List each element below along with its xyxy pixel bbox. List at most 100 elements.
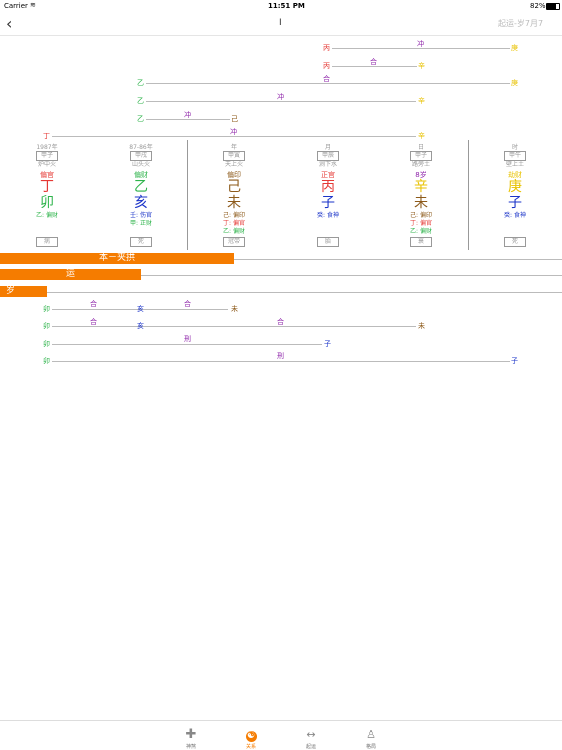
hidden-stem: 甲: 正财 bbox=[130, 220, 152, 227]
pillar-branch: 未 bbox=[414, 195, 428, 211]
pillar-stem: 乙 bbox=[134, 179, 148, 195]
relation-mid: 合 bbox=[90, 300, 97, 308]
relation-mid: 冲 bbox=[417, 40, 424, 48]
pillar-nayin: 壁上土 bbox=[505, 161, 524, 168]
wifi-icon: ≋ bbox=[30, 1, 36, 9]
page-title: I bbox=[279, 18, 282, 28]
yun-bar[interactable]: 运 bbox=[0, 269, 141, 280]
start-luck-label[interactable]: 起运-岁7月7 bbox=[498, 19, 544, 28]
tab-shensha[interactable]: ✚ 神煞 bbox=[171, 723, 211, 750]
tabbar-divider bbox=[0, 720, 562, 721]
relation-left: 卯 bbox=[43, 305, 50, 313]
tab-qiyun[interactable]: ↔ 起运 bbox=[291, 723, 331, 750]
hidden-stem: 癸: 食神 bbox=[504, 212, 526, 219]
hidden-stem: 乙: 偏财 bbox=[410, 228, 432, 235]
relation-node: 亥 bbox=[137, 322, 144, 330]
relation-mid: 合 bbox=[323, 75, 330, 83]
pillar-god: 劫财 bbox=[508, 171, 522, 179]
pillar-box: 甲子 bbox=[36, 151, 58, 161]
hidden-stem: 丁: 偏官 bbox=[223, 220, 245, 227]
tab-label: 神煞 bbox=[185, 744, 196, 750]
pillar-stem: 己 bbox=[227, 179, 241, 195]
pillar-branch: 亥 bbox=[134, 195, 148, 211]
pillar-phase: 病 bbox=[36, 237, 58, 247]
relation-right: 子 bbox=[511, 357, 518, 365]
pillar-phase: 冠带 bbox=[223, 237, 245, 247]
relation-mid: 合 bbox=[184, 300, 191, 308]
tab-label: 格局 bbox=[365, 744, 376, 750]
relation-mid: 合 bbox=[370, 58, 377, 66]
pillar-top: 年 bbox=[230, 144, 237, 151]
yinyang-icon: ☯ bbox=[245, 731, 257, 742]
pillar-box: 甲子 bbox=[410, 151, 432, 161]
relation-left: 丁 bbox=[43, 132, 50, 140]
nav-bar: ‹ I 起运-岁7月7 bbox=[0, 13, 562, 36]
relation-right: 辛 bbox=[418, 132, 425, 140]
pillar-branch: 未 bbox=[227, 195, 241, 211]
relation-right: 辛 bbox=[418, 62, 425, 70]
pillar-phase: 胎 bbox=[317, 237, 339, 247]
relation-right: 己 bbox=[231, 115, 238, 123]
pillar-branch: 子 bbox=[321, 195, 335, 211]
pillar-god: 正官 bbox=[321, 171, 335, 179]
back-chevron-icon[interactable]: ‹ bbox=[6, 14, 13, 33]
pillar-stem: 丁 bbox=[40, 179, 54, 195]
relation-right: 未 bbox=[231, 305, 238, 313]
hidden-stem: 丁: 偏官 bbox=[410, 220, 432, 227]
relation-mid: 刑 bbox=[277, 352, 284, 360]
relation-mid: 冲 bbox=[277, 93, 284, 101]
pillar-nayin: 涧下水 bbox=[318, 161, 337, 168]
pillar-god: 偏财 bbox=[134, 171, 148, 179]
pillar-stem: 丙 bbox=[321, 179, 335, 195]
relation-left: 乙 bbox=[137, 97, 144, 105]
pillar-box: 甲辰 bbox=[317, 151, 339, 161]
sui-bar[interactable]: 岁 bbox=[0, 286, 47, 297]
pillar-top: 1987年 bbox=[36, 144, 58, 151]
relation-right: 庚 bbox=[511, 79, 518, 87]
pillar-phase: 衰 bbox=[410, 237, 432, 247]
pillar-top: 日 bbox=[417, 144, 424, 151]
hidden-stem: 乙: 偏财 bbox=[36, 212, 58, 219]
carrier-label: Carrier bbox=[4, 2, 28, 10]
pillar-nayin: 炉中火 bbox=[37, 161, 56, 168]
relation-mid: 刑 bbox=[184, 335, 191, 343]
pillar-branch: 子 bbox=[508, 195, 522, 211]
arrows-icon: ↔ bbox=[306, 728, 316, 741]
relation-left: 卯 bbox=[43, 357, 50, 365]
relation-left: 乙 bbox=[137, 79, 144, 87]
hidden-stem: 壬: 伤官 bbox=[130, 212, 152, 219]
divider bbox=[468, 140, 469, 250]
relation-left: 丙 bbox=[323, 44, 330, 52]
relation-left: 卯 bbox=[43, 322, 50, 330]
pillar-nayin: 山头火 bbox=[131, 161, 150, 168]
tab-label: 起运 bbox=[305, 744, 316, 750]
clock: 11:51 PM bbox=[268, 2, 305, 10]
tab-label: 关系 bbox=[245, 744, 256, 750]
hidden-stem: 己: 偏印 bbox=[410, 212, 432, 219]
plus-icon: ✚ bbox=[185, 727, 197, 742]
ben-bar[interactable]: 本－夹拱 bbox=[0, 253, 234, 264]
relation-mid: 冲 bbox=[184, 111, 191, 119]
pillar-box: 甲寅 bbox=[223, 151, 245, 161]
relation-mid: 合 bbox=[90, 318, 97, 326]
hidden-stem: 乙: 偏财 bbox=[223, 228, 245, 235]
pillar-god: 8岁 bbox=[415, 171, 427, 179]
person-icon: ♙ bbox=[366, 728, 376, 741]
tab-geju[interactable]: ♙ 格局 bbox=[351, 723, 391, 750]
pillar-top: 87-86年 bbox=[129, 144, 153, 151]
battery-percent: 82% bbox=[530, 2, 546, 10]
relation-right: 辛 bbox=[418, 97, 425, 105]
relation-left: 乙 bbox=[137, 115, 144, 123]
hidden-stem: 癸: 食神 bbox=[317, 212, 339, 219]
pillar-top: 月 bbox=[324, 144, 331, 151]
relation-node: 亥 bbox=[137, 305, 144, 313]
battery-icon bbox=[546, 3, 560, 10]
hidden-stem: 己: 偏印 bbox=[223, 212, 245, 219]
divider bbox=[187, 140, 188, 250]
status-bar: Carrier ≋ 11:51 PM 82% bbox=[0, 0, 562, 13]
pillar-phase: 死 bbox=[504, 237, 526, 247]
pillar-stem: 辛 bbox=[414, 179, 428, 195]
relation-left: 卯 bbox=[43, 340, 50, 348]
tab-guanxi[interactable]: ☯ 关系 bbox=[231, 723, 271, 750]
pillar-stem: 庚 bbox=[508, 179, 522, 195]
